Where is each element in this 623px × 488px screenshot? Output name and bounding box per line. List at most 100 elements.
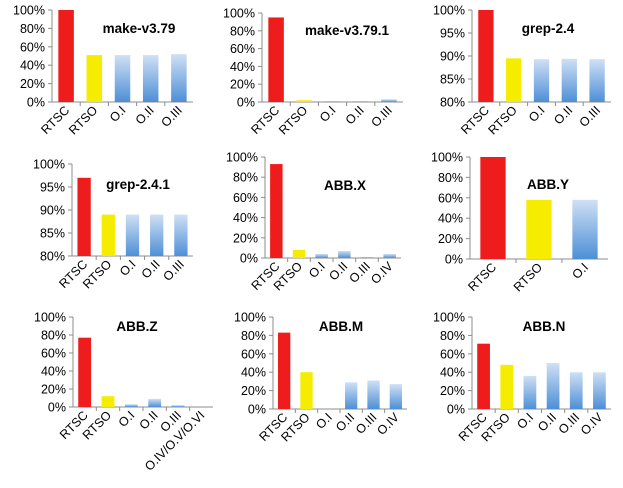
- chart-title: ABB.Z: [116, 319, 157, 334]
- chart-title: make-v3.79.1: [305, 23, 390, 38]
- y-tick-label: 60%: [20, 40, 45, 54]
- bar-o-i: [572, 199, 598, 259]
- y-tick-label: 40%: [438, 212, 463, 226]
- bar-o-i: [315, 253, 328, 258]
- bar-o-iv: [383, 253, 396, 258]
- y-tick-label: 100%: [433, 4, 465, 18]
- y-tick-label: 100%: [34, 311, 66, 325]
- bar-o-iii: [174, 214, 188, 256]
- x-tick-label: RTSO: [276, 103, 310, 137]
- x-tick-label: O.I: [116, 408, 138, 430]
- y-tick-label: 60%: [230, 42, 255, 56]
- bar-o-ii: [561, 58, 577, 102]
- x-tick-label: O.III: [347, 259, 374, 286]
- y-tick-label: 100%: [234, 311, 266, 325]
- y-tick-label: 90%: [40, 204, 65, 218]
- y-tick-label: 95%: [440, 27, 465, 41]
- bar-rtso: [526, 199, 552, 259]
- x-tick-label: O.I: [306, 259, 328, 281]
- bar-rtsc: [480, 157, 506, 259]
- bar-rtsc: [78, 337, 92, 407]
- x-tick-label: O.I: [317, 103, 339, 125]
- x-tick-label: O.III: [158, 103, 185, 130]
- y-tick-label: 40%: [230, 60, 255, 74]
- bar-o-iv: [389, 384, 402, 409]
- y-tick-label: 20%: [233, 231, 258, 245]
- bar-o-ii: [338, 250, 351, 258]
- bar-o-i: [124, 404, 138, 407]
- bar-rtso: [300, 372, 313, 409]
- y-tick-label: 20%: [440, 384, 465, 398]
- x-tick-label: O.IV: [374, 410, 402, 438]
- y-tick-label: 85%: [440, 73, 465, 87]
- bar-rtsc: [270, 164, 283, 258]
- y-tick-label: 100%: [33, 158, 65, 172]
- x-tick-label: O.III: [160, 257, 187, 284]
- x-tick-label: O.I: [117, 257, 139, 279]
- bar-rtsc: [278, 332, 291, 409]
- bar-o-ii: [150, 214, 164, 256]
- bar-o-i: [533, 59, 550, 102]
- y-tick-label: 20%: [20, 77, 45, 91]
- chart-panel-6: 0% 20% 40% 60% 80% 100% RTSC RTSO O.I ABB.Y: [431, 151, 608, 295]
- y-tick-label: 20%: [41, 383, 66, 397]
- y-tick-label: 60%: [438, 191, 463, 205]
- x-tick-label: O.II: [137, 408, 161, 432]
- bar-o-ii: [142, 55, 159, 102]
- y-tick-label: 80%: [40, 250, 65, 264]
- y-tick-label: 40%: [440, 366, 465, 380]
- bar-rtsc: [268, 17, 284, 103]
- y-tick-label: 80%: [440, 329, 465, 343]
- y-tick-label: 0%: [248, 403, 266, 417]
- x-tick-label: O.II: [326, 259, 350, 283]
- bar-rtso: [292, 249, 306, 258]
- y-tick-label: 80%: [41, 329, 66, 343]
- bar-o-iii: [171, 54, 187, 102]
- bar-rtso: [101, 214, 115, 256]
- bar-rtso: [86, 55, 103, 102]
- y-tick-label: 20%: [438, 232, 463, 246]
- chart-title: ABB.N: [523, 319, 566, 334]
- y-tick-label: 95%: [40, 181, 65, 195]
- x-tick-label: RTSC: [465, 260, 499, 294]
- chart-title: ABB.Y: [527, 177, 569, 192]
- y-tick-label: 0%: [240, 252, 258, 266]
- x-tick-label: O.I: [313, 410, 335, 432]
- x-tick-label: O.II: [551, 103, 575, 127]
- bar-o-iii: [569, 372, 583, 409]
- chart-title: grep-2.4.1: [106, 177, 170, 192]
- x-tick-label: RTSO: [486, 103, 520, 137]
- bar-o-iii: [381, 99, 397, 102]
- x-tick-label: RTSO: [66, 103, 100, 137]
- y-tick-label: 20%: [241, 384, 266, 398]
- y-tick-label: 40%: [233, 211, 258, 225]
- y-tick-label: 0%: [445, 253, 463, 267]
- y-tick-label: 80%: [438, 171, 463, 185]
- x-tick-label: O.II: [535, 410, 559, 434]
- x-tick-label: O.II: [343, 103, 367, 127]
- bar-o-iv: [593, 372, 606, 409]
- bar-o-iii: [589, 59, 605, 102]
- chart-title: ABB.X: [324, 178, 366, 193]
- x-tick-label: O.III: [368, 103, 395, 130]
- bar-o-ii: [352, 101, 369, 102]
- bar-o-ii: [345, 382, 358, 409]
- bar-o-i: [523, 375, 537, 409]
- y-tick-label: 20%: [230, 78, 255, 92]
- x-tick-label: O.III: [353, 410, 380, 437]
- y-tick-label: 80%: [241, 329, 266, 343]
- y-tick-label: 100%: [226, 151, 258, 165]
- y-tick-label: 80%: [233, 171, 258, 185]
- x-tick-label: O.II: [333, 410, 357, 434]
- y-tick-label: 60%: [233, 191, 258, 205]
- bar-o-ii: [148, 398, 162, 407]
- y-tick-label: 60%: [41, 347, 66, 361]
- y-tick-label: 0%: [237, 96, 255, 110]
- y-tick-label: 85%: [40, 227, 65, 241]
